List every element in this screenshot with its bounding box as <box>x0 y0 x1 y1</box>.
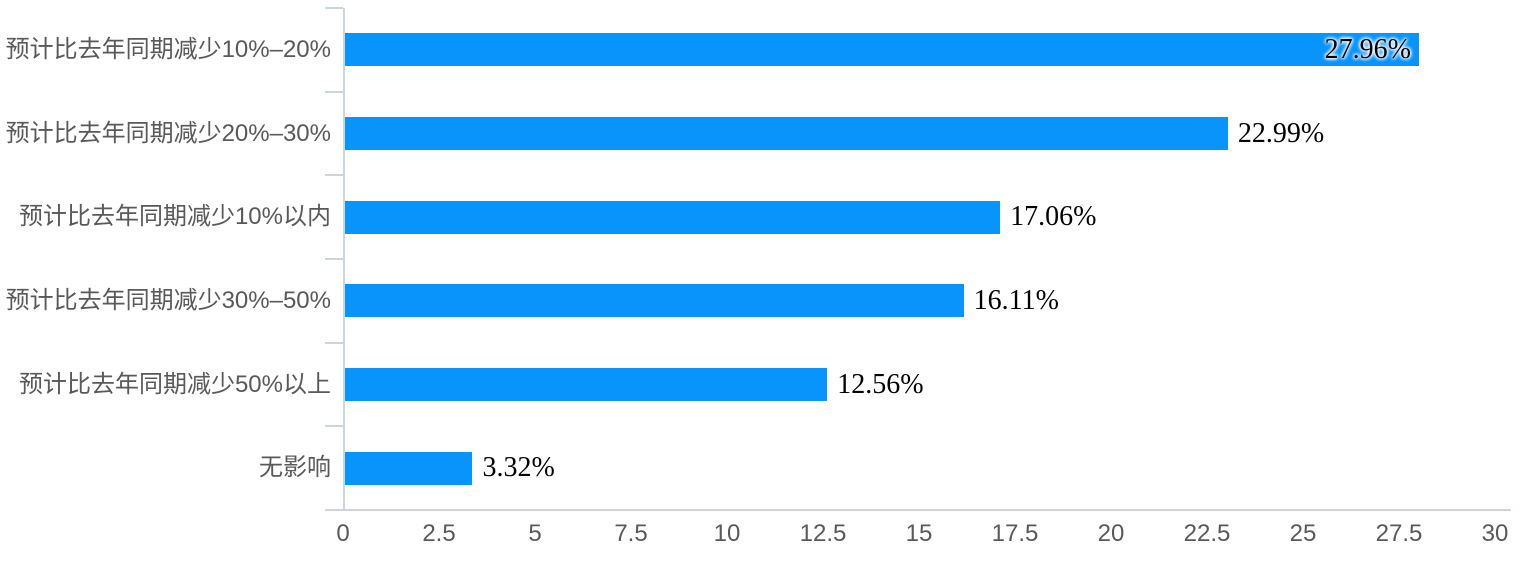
bar <box>345 200 1001 234</box>
y-axis-tick <box>325 174 343 177</box>
x-axis-tick-label: 0 <box>336 520 350 547</box>
value-label: 27.96% <box>1324 33 1411 65</box>
category-label: 预计比去年同期减少20%–30% <box>5 119 331 147</box>
value-label: 16.11% <box>973 284 1059 316</box>
value-label: 12.56% <box>837 368 924 400</box>
bar <box>345 284 964 318</box>
x-axis-tick-label: 27.5 <box>1375 520 1423 547</box>
x-axis-tick-label: 5 <box>528 520 542 547</box>
bar <box>345 451 473 485</box>
y-axis-tick <box>325 341 343 344</box>
x-axis-tick-label: 15 <box>905 520 933 547</box>
category-label: 预计比去年同期减少50%以上 <box>18 370 331 398</box>
category-label: 无影响 <box>259 454 331 482</box>
category-label: 预计比去年同期减少10%–20% <box>5 35 331 63</box>
y-axis-tick <box>325 509 343 511</box>
x-axis-tick-label: 25 <box>1289 520 1317 547</box>
x-axis-line <box>325 509 1511 511</box>
x-axis-tick-label: 12.5 <box>799 520 847 547</box>
x-axis-tick-label: 30 <box>1481 520 1509 547</box>
value-label: 22.99% <box>1237 117 1325 149</box>
x-axis-tick-label: 20 <box>1097 520 1125 547</box>
bar <box>345 33 1419 67</box>
y-axis-tick <box>325 7 343 9</box>
x-axis-tick-label: 17.5 <box>991 520 1039 547</box>
value-label: 3.32% <box>482 452 555 484</box>
bar <box>345 368 828 401</box>
y-axis-tick <box>325 425 343 428</box>
x-axis-tick-label: 10 <box>713 520 741 547</box>
y-axis-line <box>343 8 345 511</box>
value-label: 17.06% <box>1010 201 1097 233</box>
category-label: 预计比去年同期减少10%以内 <box>18 203 331 231</box>
y-axis-tick <box>325 258 343 260</box>
x-axis-tick-label: 7.5 <box>614 520 648 547</box>
y-axis-tick <box>325 90 343 93</box>
category-label: 预计比去年同期减少30%–50% <box>5 286 331 314</box>
x-axis-tick-label: 22.5 <box>1183 520 1231 547</box>
x-axis-tick-label: 2.5 <box>422 520 456 547</box>
bar <box>345 117 1228 150</box>
